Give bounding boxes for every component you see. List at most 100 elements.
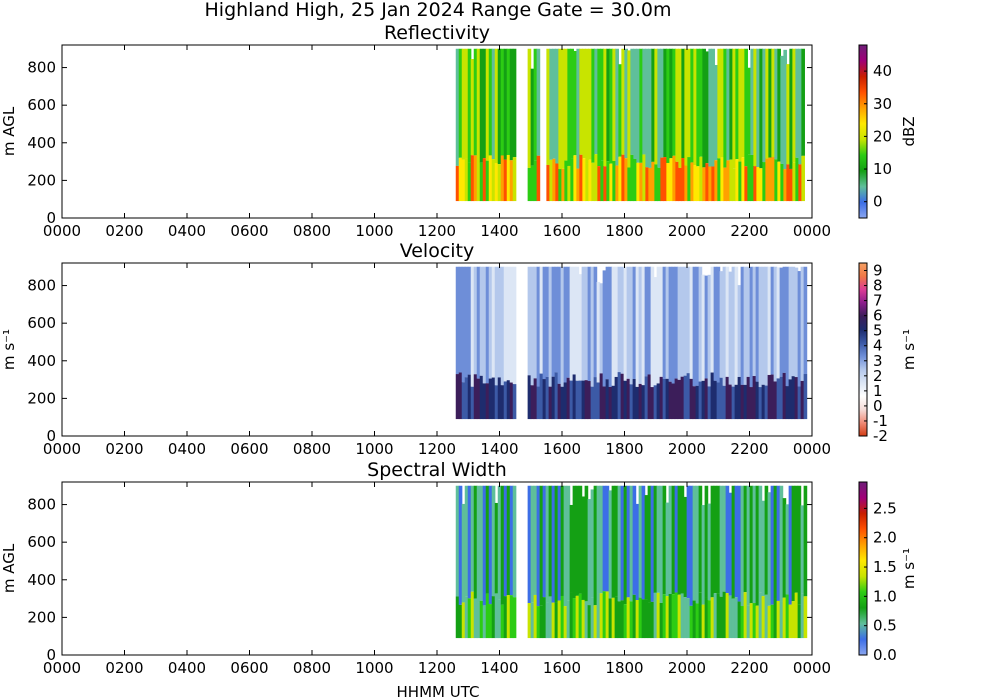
heatmap-cell — [659, 602, 664, 639]
heatmap-cell — [698, 266, 703, 382]
heatmap-cell — [587, 381, 592, 420]
heatmap-cell — [762, 48, 766, 163]
heatmap-cell — [458, 48, 463, 158]
heatmap-cell — [785, 386, 790, 420]
y-tick-label: 400 — [27, 352, 56, 370]
heatmap-cell — [590, 386, 595, 420]
heatmap-cell — [686, 373, 691, 420]
heatmap-cell — [602, 386, 607, 420]
heatmap-cell — [672, 155, 676, 202]
heatmap-cell — [494, 163, 499, 202]
heatmap-cell — [464, 158, 469, 202]
heatmap-cell — [503, 381, 508, 420]
heatmap-cell — [617, 485, 622, 602]
colorbar-tick-label: -1 — [873, 412, 888, 430]
heatmap-cell — [653, 592, 658, 639]
heatmap-cell — [665, 596, 670, 639]
heatmap-cell — [558, 169, 562, 202]
heatmap-cell — [680, 485, 685, 594]
heatmap-cell — [641, 599, 646, 639]
heatmap-cell — [473, 485, 478, 599]
heatmap-cell — [605, 591, 610, 639]
x-tick-label: 1000 — [355, 440, 393, 458]
heatmap-cell — [666, 48, 670, 163]
heatmap-cell — [759, 168, 763, 202]
heatmap-cell — [485, 593, 490, 639]
heatmap-cell — [759, 48, 763, 169]
heatmap-cell — [606, 48, 610, 162]
heatmap-cell — [689, 605, 694, 639]
heatmap-cell — [632, 266, 637, 379]
colorbar-tick-label: 2.5 — [873, 499, 897, 517]
heatmap-cell — [774, 48, 778, 160]
heatmap-cell — [455, 485, 460, 597]
heatmap-cell — [771, 48, 775, 158]
heatmap-cell — [743, 485, 748, 593]
heatmap-cell — [623, 266, 628, 381]
heatmap-cell — [642, 154, 646, 202]
heatmap-cell — [723, 167, 727, 202]
heatmap-cell — [698, 592, 703, 639]
heatmap-cell — [669, 158, 673, 202]
heatmap-cell — [788, 604, 793, 639]
heatmap-cell — [704, 485, 709, 598]
heatmap-cell — [497, 48, 502, 165]
heatmap-cell — [533, 48, 538, 161]
heatmap-cell — [467, 48, 472, 163]
x-tick-label: 1200 — [418, 440, 456, 458]
heatmap-cell — [581, 266, 586, 381]
heatmap-cell — [539, 373, 544, 420]
heatmap-cell — [584, 485, 589, 602]
heatmap-cell — [710, 266, 715, 373]
heatmap-cell — [488, 155, 493, 202]
heatmap-cell — [548, 266, 553, 387]
heatmap-cell — [566, 485, 571, 601]
heatmap-cell — [713, 485, 718, 594]
heatmap-cell — [485, 160, 490, 202]
heatmap-cell — [578, 380, 583, 420]
colorbar-tick-label: 2.0 — [873, 529, 897, 547]
heatmap-cell — [681, 158, 685, 202]
heatmap-cell — [632, 594, 637, 639]
x-tick-label: 1400 — [480, 440, 518, 458]
colorbar-tick-label: 1.5 — [873, 558, 897, 576]
heatmap-cell — [639, 162, 643, 202]
x-tick-label: 1600 — [543, 222, 581, 240]
heatmap-cell — [585, 163, 589, 202]
heatmap-cell — [464, 485, 469, 597]
heatmap-cell — [687, 157, 691, 202]
heatmap-cell — [578, 485, 583, 594]
heatmap-cell — [653, 385, 658, 420]
heatmap-cell — [692, 485, 697, 601]
heatmap-cell — [497, 599, 502, 639]
heatmap-cell — [654, 164, 658, 202]
heatmap-cell — [737, 485, 742, 602]
heatmap-cell — [585, 48, 589, 164]
heatmap-cell — [629, 485, 634, 602]
heatmap-cell — [746, 266, 751, 377]
heatmap-cell — [764, 485, 769, 595]
heatmap-cell — [612, 160, 616, 202]
heatmap-cell — [530, 485, 535, 603]
heatmap-cell — [527, 48, 532, 168]
heatmap-cell — [758, 387, 763, 420]
heatmap-cell — [600, 160, 604, 202]
heatmap-cell — [728, 271, 733, 385]
x-tick-label: 0200 — [105, 222, 143, 240]
heatmap-cell — [711, 166, 715, 202]
heatmap-cell — [494, 48, 499, 164]
heatmap-cell — [596, 593, 601, 639]
heatmap-cell — [542, 266, 547, 380]
heatmap-cell — [656, 266, 661, 384]
heatmap-cell — [599, 373, 604, 420]
heatmap-cell — [737, 285, 742, 377]
heatmap-cell — [458, 372, 463, 420]
heatmap-cell — [509, 595, 514, 639]
heatmap-cell — [761, 266, 766, 385]
heatmap-cell — [584, 601, 589, 639]
x-tick-label: 0800 — [293, 659, 331, 677]
panel-title: Velocity — [400, 240, 475, 262]
heatmap-cell — [749, 485, 754, 604]
heatmap-cell — [602, 485, 607, 592]
heatmap-cell — [638, 597, 643, 639]
